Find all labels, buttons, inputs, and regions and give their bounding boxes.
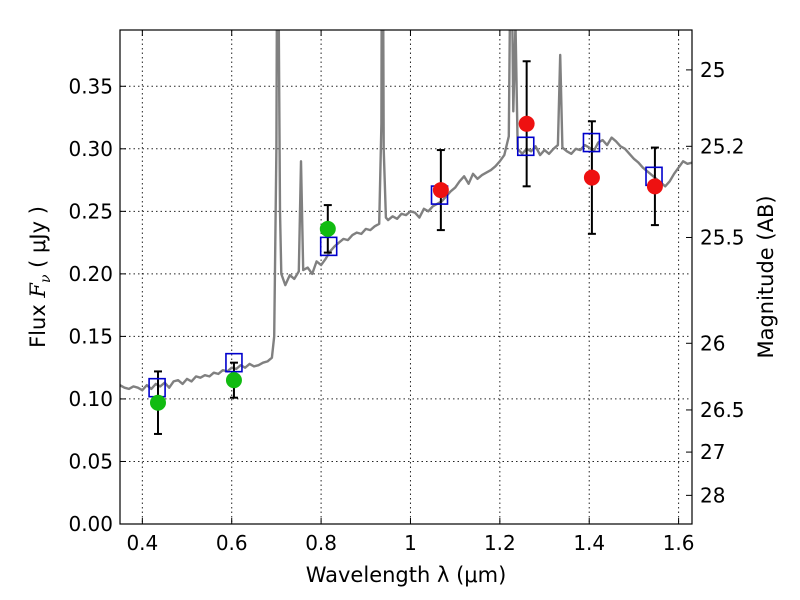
x-tick-label: 0.6 [216,531,248,555]
y-axis-label: Flux Fν ( μJy ) [26,206,54,348]
y-tick-label: 0.05 [68,449,113,473]
observed-point [518,115,535,132]
model-square-marker [319,236,338,257]
observed-point [583,169,600,186]
grid [120,30,692,524]
model-square-marker [516,136,535,157]
ticks: 0.4 0.6 0.8 1 1.2 1.4 1.6 0.00 0.05 0.10 0.15 0.20 0… [68,30,745,555]
right-tick-label: 26 [700,331,725,355]
observed-point [646,178,663,195]
observed-point [149,394,166,411]
right-tick-label: 25.5 [700,225,745,249]
observed-point [319,220,336,237]
x-axis-label: Wavelength λ (μm) [306,563,507,587]
x-tick-label: 0.8 [305,531,337,555]
y-axis-label-prefix: Flux [26,298,50,348]
plot-background [120,30,692,524]
observed-point [432,182,449,199]
right-tick-label: 28 [700,483,725,507]
y-axis-label-suffix: ( μJy ) [26,206,50,274]
y-tick-label: 0.15 [68,324,113,348]
y-tick-label: 0.00 [68,512,113,536]
x-tick-label: 1 [404,531,417,555]
y-tick-label: 0.35 [68,74,113,98]
y-tick-label: 0.20 [68,262,113,286]
right-tick-label: 26.5 [700,398,745,422]
y-tick-label: 0.25 [68,199,113,223]
y-tick-label: 0.30 [68,137,113,161]
right-axis-label: Magnitude (AB) [754,195,778,358]
spectrum-line [120,30,692,392]
y-axis-label-sub: ν [38,274,54,283]
y-tick-label: 0.10 [68,387,113,411]
x-tick-label: 1.2 [484,531,516,555]
right-tick-label: 25.2 [700,134,745,158]
x-tick-label: 0.4 [126,531,158,555]
markers [148,115,663,411]
y-axis-label-var: F [26,282,50,299]
observed-point [225,372,242,389]
spectrum [120,30,692,392]
plot-frame [119,29,693,525]
model-square-marker [225,352,243,373]
x-tick-label: 1.6 [663,531,695,555]
right-tick-label: 27 [700,440,725,464]
model-square-marker [582,132,601,153]
right-tick-label: 25 [700,58,725,82]
x-tick-label: 1.4 [573,531,605,555]
